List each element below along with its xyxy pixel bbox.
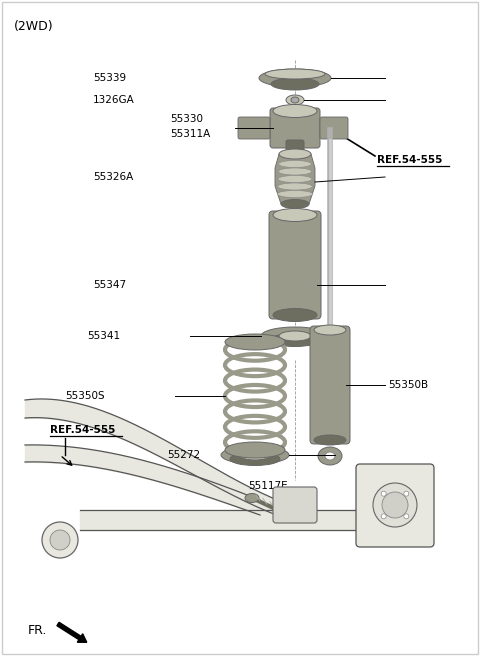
Ellipse shape (265, 69, 325, 79)
FancyArrow shape (57, 623, 87, 642)
FancyBboxPatch shape (286, 140, 304, 156)
FancyBboxPatch shape (269, 211, 321, 319)
Ellipse shape (278, 176, 312, 182)
Ellipse shape (271, 78, 319, 90)
Ellipse shape (318, 447, 342, 465)
Text: REF.54-555: REF.54-555 (377, 155, 443, 165)
Text: 55341: 55341 (87, 331, 120, 341)
Ellipse shape (278, 168, 312, 175)
Ellipse shape (239, 450, 271, 460)
Ellipse shape (273, 104, 317, 117)
Ellipse shape (278, 161, 312, 167)
Ellipse shape (286, 95, 304, 105)
Ellipse shape (281, 199, 309, 209)
Ellipse shape (50, 530, 70, 550)
Text: 55350S: 55350S (65, 391, 105, 401)
Ellipse shape (381, 491, 386, 496)
Ellipse shape (291, 97, 299, 103)
Ellipse shape (259, 69, 331, 87)
FancyBboxPatch shape (273, 487, 317, 523)
Text: 55311A: 55311A (170, 129, 210, 139)
FancyBboxPatch shape (320, 117, 348, 139)
Text: 55326A: 55326A (93, 172, 133, 182)
Ellipse shape (278, 183, 312, 190)
Ellipse shape (270, 333, 320, 346)
Text: 55272: 55272 (167, 450, 200, 460)
Ellipse shape (245, 493, 259, 502)
Ellipse shape (273, 209, 317, 222)
Ellipse shape (42, 522, 78, 558)
Ellipse shape (277, 190, 312, 197)
Ellipse shape (225, 334, 285, 350)
Ellipse shape (279, 331, 311, 341)
FancyBboxPatch shape (270, 108, 320, 148)
Text: FR.: FR. (28, 623, 48, 636)
Ellipse shape (382, 492, 408, 518)
Ellipse shape (373, 483, 417, 527)
Text: 1326GA: 1326GA (93, 95, 135, 105)
Text: 55339: 55339 (93, 73, 126, 83)
Ellipse shape (221, 446, 289, 464)
Polygon shape (275, 154, 315, 204)
Text: 55330: 55330 (170, 114, 203, 124)
Ellipse shape (279, 149, 311, 159)
Ellipse shape (314, 435, 346, 445)
FancyBboxPatch shape (238, 117, 270, 139)
Text: 55350B: 55350B (388, 380, 428, 390)
Ellipse shape (314, 325, 346, 335)
Ellipse shape (273, 308, 317, 321)
Text: REF.54-555: REF.54-555 (50, 425, 115, 435)
Ellipse shape (381, 514, 386, 519)
Ellipse shape (404, 514, 409, 519)
Ellipse shape (230, 453, 280, 466)
Ellipse shape (225, 442, 285, 458)
Ellipse shape (325, 452, 335, 460)
Ellipse shape (404, 491, 409, 496)
Text: (2WD): (2WD) (14, 20, 54, 33)
FancyBboxPatch shape (356, 464, 434, 547)
Text: 55117E: 55117E (248, 481, 288, 491)
FancyBboxPatch shape (310, 326, 350, 444)
Ellipse shape (261, 327, 329, 345)
Text: 55347: 55347 (93, 280, 126, 290)
